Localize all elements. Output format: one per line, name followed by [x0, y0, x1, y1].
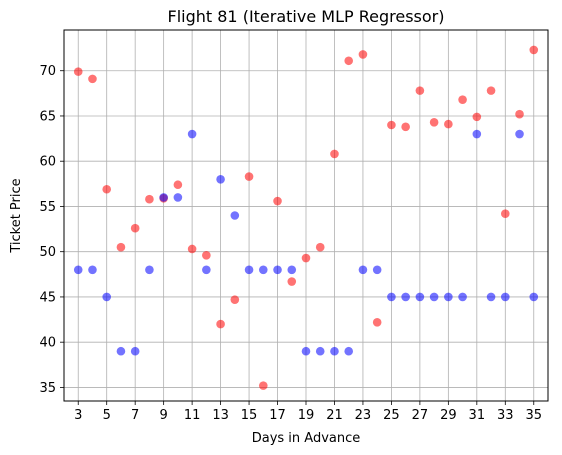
data-point: [273, 196, 282, 206]
data-point: [216, 319, 225, 329]
data-point: [287, 265, 297, 275]
data-point: [472, 129, 482, 139]
data-point: [73, 67, 83, 76]
data-point: [301, 346, 311, 356]
data-point: [145, 194, 154, 204]
data-point: [244, 265, 254, 275]
data-point: [358, 265, 368, 275]
data-point: [515, 129, 524, 139]
chart-title: Flight 81 (Iterative MLP Regressor): [168, 7, 445, 26]
data-point: [102, 292, 112, 302]
y-axis-label: Ticket Price: [9, 178, 24, 253]
data-point: [358, 50, 368, 59]
data-point: [344, 346, 354, 356]
y-tick-label: 40: [39, 336, 56, 351]
data-point: [515, 109, 524, 119]
data-point: [458, 95, 467, 104]
x-tick-label: 33: [497, 408, 514, 423]
x-tick-label: 19: [298, 408, 315, 423]
data-point: [415, 292, 425, 302]
x-tick-label: 17: [269, 408, 286, 423]
data-point: [387, 120, 396, 130]
y-tick-label: 55: [39, 200, 56, 215]
x-tick-label: 35: [525, 408, 542, 423]
x-tick-label: 15: [241, 408, 258, 423]
data-point: [500, 292, 510, 302]
x-tick-label: 9: [160, 408, 168, 423]
axis-ticks: 3 5 7 9 11 13 15 17 19 21 23 25 27 29 31 33 353540455055…: [39, 64, 542, 423]
x-tick-label: 3: [74, 408, 82, 423]
data-point: [159, 193, 168, 202]
x-tick-label: 5: [103, 408, 111, 423]
y-tick-label: 60: [39, 155, 56, 170]
x-tick-label: 21: [326, 408, 343, 423]
data-point: [230, 295, 240, 304]
y-tick-label: 45: [39, 290, 56, 305]
x-tick-label: 7: [131, 408, 139, 423]
data-point: [330, 149, 339, 159]
data-point: [258, 381, 268, 390]
data-point: [529, 292, 539, 302]
data-point: [202, 265, 211, 275]
y-tick-label: 70: [39, 64, 56, 79]
data-point: [187, 129, 197, 139]
data-point: [173, 180, 183, 190]
data-point: [344, 56, 354, 66]
data-point: [315, 242, 325, 252]
data-point: [401, 122, 410, 132]
grid: [64, 30, 548, 401]
x-tick-label: 29: [440, 408, 457, 423]
data-point: [88, 74, 97, 84]
x-axis-label: Days in Advance: [252, 431, 361, 446]
x-tick-label: 11: [184, 408, 201, 423]
data-point: [330, 346, 339, 356]
data-point: [387, 292, 396, 302]
data-point: [372, 317, 382, 327]
data-point: [273, 265, 282, 275]
x-tick-label: 25: [383, 408, 400, 423]
data-point: [88, 265, 97, 275]
data-point: [529, 45, 539, 55]
data-point: [444, 119, 453, 129]
data-point: [486, 86, 496, 95]
data-point: [173, 193, 183, 202]
data-point: [486, 292, 496, 302]
data-point: [130, 346, 140, 356]
data-point: [130, 223, 140, 233]
data-point: [444, 292, 453, 302]
data-point: [145, 265, 154, 275]
y-tick-label: 50: [39, 245, 56, 260]
data-point: [429, 292, 439, 302]
y-tick-label: 35: [39, 381, 56, 396]
data-point: [287, 277, 297, 286]
y-tick-label: 65: [39, 109, 56, 124]
data-point: [244, 172, 254, 181]
data-point: [301, 253, 311, 263]
data-point: [401, 292, 410, 302]
data-point: [73, 265, 83, 275]
data-point: [315, 346, 325, 356]
x-tick-label: 13: [212, 408, 229, 423]
data-point: [187, 244, 197, 254]
data-point: [216, 175, 225, 184]
x-tick-label: 31: [469, 408, 486, 423]
data-point: [102, 184, 112, 194]
data-points: [73, 45, 539, 390]
data-point: [415, 86, 425, 95]
data-point: [258, 265, 268, 275]
data-point: [202, 251, 211, 260]
x-tick-label: 27: [412, 408, 429, 423]
data-point: [429, 117, 439, 127]
data-point: [116, 242, 126, 252]
data-point: [500, 209, 510, 218]
data-point: [230, 211, 240, 220]
data-point: [458, 292, 467, 302]
data-point: [116, 346, 126, 356]
data-point: [372, 265, 382, 275]
data-point: [472, 112, 482, 122]
x-tick-label: 23: [355, 408, 372, 423]
